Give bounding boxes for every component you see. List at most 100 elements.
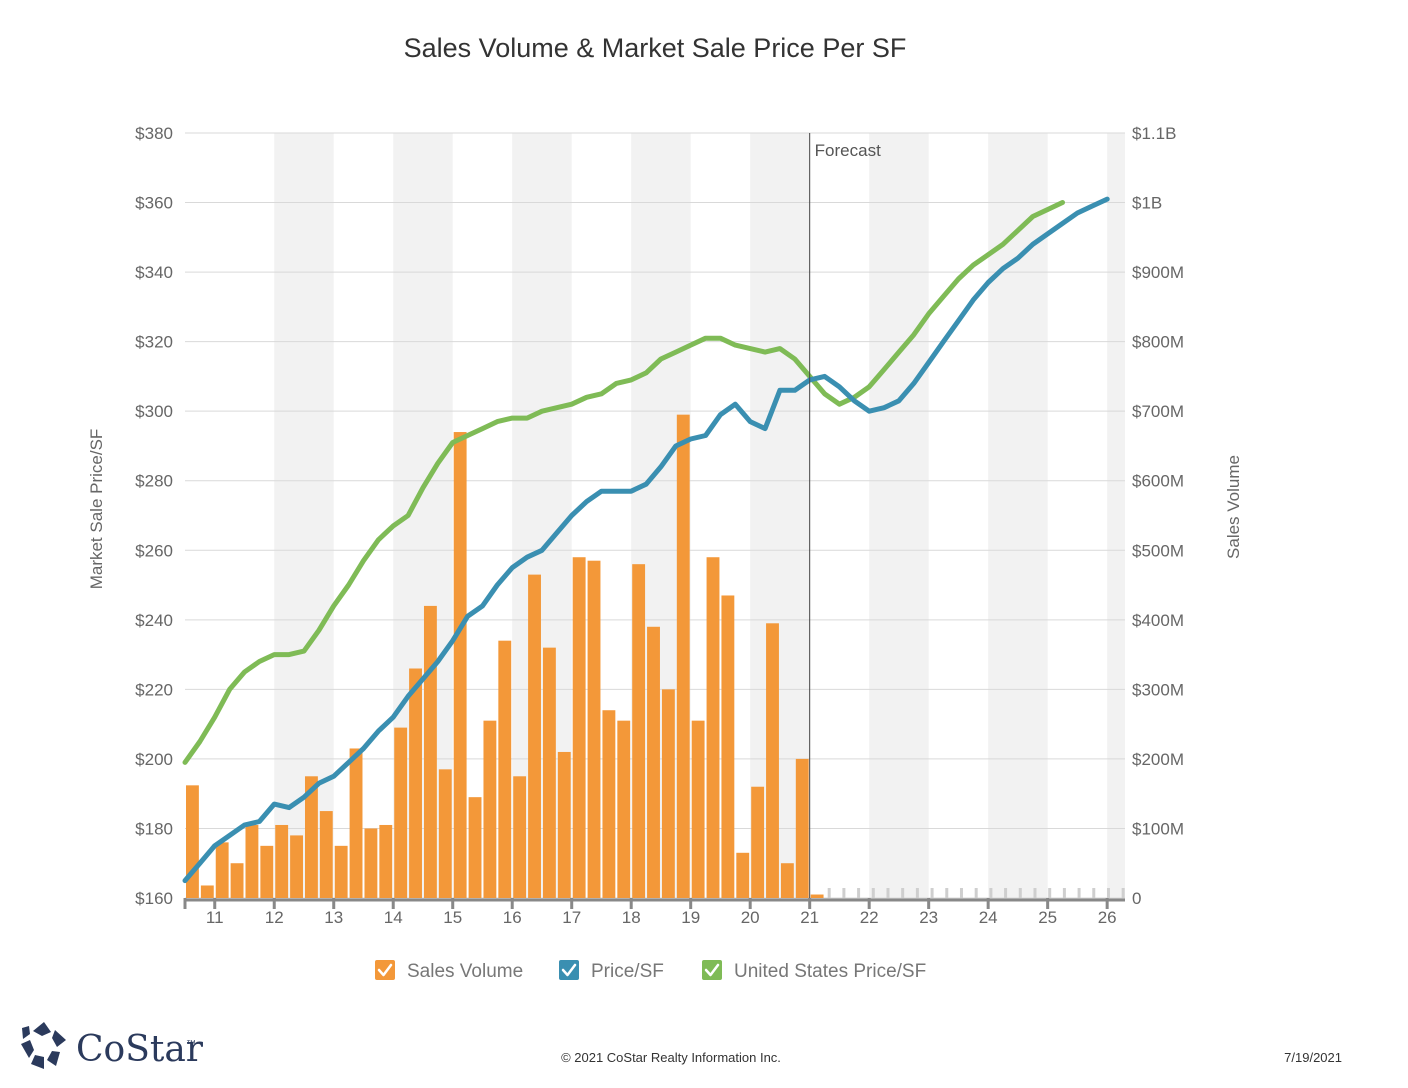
sales-volume-bar xyxy=(795,758,809,898)
y-axis-left: $160 $180 $200 $220 $240 $260 $280 $300 $320 $340… xyxy=(135,124,173,908)
forecast-placeholder-tick xyxy=(827,888,831,898)
sales-volume-bar xyxy=(483,720,497,898)
sales-volume-bar xyxy=(721,595,735,898)
forecast-placeholder-tick xyxy=(871,888,875,898)
sales-volume-bar xyxy=(706,557,720,898)
x-axis-tick xyxy=(332,898,336,909)
year-band-2026 xyxy=(1107,133,1125,898)
x-tick-label: 25 xyxy=(1038,908,1057,927)
legend-label: United States Price/SF xyxy=(734,961,926,982)
sales-volume-bar xyxy=(245,824,259,898)
y-left-tick-label: $260 xyxy=(135,541,173,560)
y-left-tick-label: $380 xyxy=(135,124,173,143)
costar-logo-text: CoStar xyxy=(76,1029,204,1070)
y-right-tick-label: $1.1B xyxy=(1132,124,1176,143)
footer-copyright: © 2021 CoStar Realty Information Inc. xyxy=(561,1050,781,1065)
y-right-tick-label: $1B xyxy=(1132,194,1162,213)
sales-volume-bar xyxy=(632,564,646,898)
legend-item: Price/SF xyxy=(559,960,664,982)
y-left-tick-label: $200 xyxy=(135,750,173,769)
forecast-placeholder-tick xyxy=(1033,888,1037,898)
forecast-placeholder-tick xyxy=(886,888,890,898)
forecast-placeholder-tick xyxy=(1018,888,1022,898)
y-left-tick-label: $320 xyxy=(135,333,173,352)
y-left-tick-label: $280 xyxy=(135,472,173,491)
x-axis-tick xyxy=(213,898,217,909)
y-right-tick-label: $200M xyxy=(1132,750,1184,769)
sales-volume-bar xyxy=(587,560,601,898)
sales-volume-bar xyxy=(334,845,348,898)
y-right-tick-label: $500M xyxy=(1132,541,1184,560)
x-tick-label: 11 xyxy=(206,908,224,927)
forecast-placeholder-tick xyxy=(989,888,993,898)
forecast-placeholder-tick xyxy=(1121,888,1125,898)
x-tick-label: 18 xyxy=(622,908,641,927)
x-axis-tick xyxy=(183,898,187,909)
x-axis-tick xyxy=(927,898,931,909)
sales-volume-bar xyxy=(453,432,467,898)
x-tick-label: 13 xyxy=(324,908,343,927)
forecast-placeholder-ticks xyxy=(827,888,1125,898)
y-left-tick-label: $160 xyxy=(135,889,173,908)
checkmark-icon xyxy=(561,963,577,977)
sales-volume-bar xyxy=(557,751,571,898)
sales-volume-bar xyxy=(379,824,393,898)
y-right-tick-label: $900M xyxy=(1132,263,1184,282)
y-axis-left-title: Market Sale Price/SF xyxy=(87,429,106,590)
sales-volume-bar xyxy=(260,845,274,898)
x-axis-tick xyxy=(510,898,514,909)
y-left-tick-label: $340 xyxy=(135,263,173,282)
costar-logo: CoStar ™ xyxy=(21,1022,204,1070)
x-tick-label: 21 xyxy=(800,908,819,927)
sales-volume-bar xyxy=(409,668,422,898)
x-tick-label: 14 xyxy=(384,908,403,927)
costar-star-icon xyxy=(21,1022,66,1069)
sales-volume-bar xyxy=(319,811,333,898)
year-band-2022 xyxy=(869,133,929,898)
checkmark-icon xyxy=(377,963,393,977)
sales-volume-bar xyxy=(542,647,556,898)
legend-item: United States Price/SF xyxy=(702,960,926,982)
legend-label: Sales Volume xyxy=(407,961,523,982)
forecast-placeholder-tick xyxy=(930,888,934,898)
x-axis-tick xyxy=(867,898,871,909)
footer-date: 7/19/2021 xyxy=(1284,1050,1342,1065)
sales-volume-bar xyxy=(602,710,616,898)
sales-volume-bar xyxy=(647,626,660,898)
sales-volume-bar xyxy=(215,842,229,898)
forecast-placeholder-tick xyxy=(901,888,905,898)
sales-volume-bar xyxy=(364,828,378,898)
forecast-placeholder-tick xyxy=(1092,888,1096,898)
checkmark-icon xyxy=(704,963,720,977)
x-tick-label: 15 xyxy=(443,908,462,927)
chart-title: Sales Volume & Market Sale Price Per SF xyxy=(404,33,907,63)
forecast-placeholder-tick xyxy=(1048,888,1052,898)
y-left-tick-label: $220 xyxy=(135,680,173,699)
forecast-placeholder-tick xyxy=(1106,888,1110,898)
x-axis-tick xyxy=(748,898,752,909)
sales-volume-bar xyxy=(528,574,541,898)
sales-volume-bar xyxy=(275,824,289,898)
costar-logo-tm: ™ xyxy=(186,1039,196,1050)
x-axis-tick xyxy=(451,898,455,909)
x-axis-tick xyxy=(570,898,574,909)
sales-volume-bar xyxy=(438,769,452,898)
sales-volume-bar xyxy=(513,776,527,898)
x-tick-label: 26 xyxy=(1098,908,1117,927)
sales-volume-bar xyxy=(186,785,199,898)
forecast-placeholder-tick xyxy=(1062,888,1066,898)
y-axis-right: 0 $100M $200M $300M $400M $500M $600M $700M $800… xyxy=(1132,124,1184,908)
y-right-tick-label: $100M xyxy=(1132,819,1184,838)
year-band-2012 xyxy=(274,133,334,898)
sales-volume-bar xyxy=(394,727,408,898)
forecast-label: Forecast xyxy=(815,141,881,160)
y-left-tick-label: $180 xyxy=(135,819,173,838)
x-axis: 11 12 13 14 15 16 17 18 19 20 21 22 23 24 25 26 xyxy=(183,898,1125,927)
year-shading-bands xyxy=(274,133,1125,898)
y-right-tick-label: $300M xyxy=(1132,680,1184,699)
sales-volume-bar xyxy=(766,623,779,898)
forecast-placeholder-tick xyxy=(915,888,919,898)
x-tick-label: 24 xyxy=(979,908,998,927)
forecast-placeholder-tick xyxy=(1004,888,1008,898)
x-axis-tick xyxy=(391,898,395,909)
